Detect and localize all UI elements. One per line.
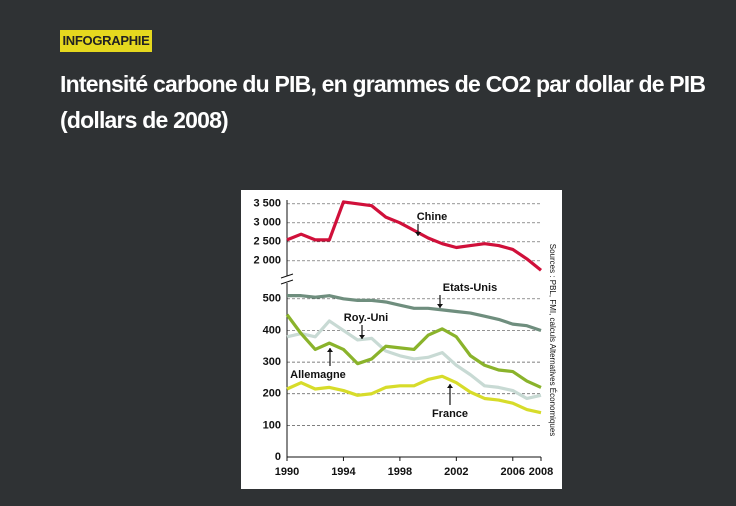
series-label: Roy.-Uni [344,312,388,324]
y2-tick-label: 2 500 [253,236,281,248]
x-tick-label: 1994 [331,466,356,478]
tag: INFOGRAPHIE [60,30,152,52]
series-line [287,294,542,332]
y2-tick-label: 2 000 [253,255,281,267]
x-tick-label: 2002 [444,466,468,478]
series-line [286,319,542,401]
chart-bg [241,190,562,489]
y-tick-label: 400 [263,324,281,336]
series-line [286,200,543,272]
x-tick-label: 1990 [275,466,299,478]
x-tick-label: 1998 [388,466,412,478]
series-label: Etats-Unis [443,282,497,294]
y-tick-label: 200 [263,388,281,400]
arrow-head [437,304,443,308]
x-tick-label: 2008 [529,466,553,478]
axis-break [280,273,294,285]
y-tick-label: 100 [263,419,281,431]
source: Sources : PBL, FMI, calculs Alternatives… [548,244,557,437]
series-label: Chine [417,211,448,223]
arrow-head [359,335,365,339]
chart: Sources : PBL, FMI, calculs Alternatives… [241,190,562,489]
y2-tick-label: 3 000 [253,217,281,229]
title: Intensité carbone du PIB, en grammes de … [60,71,706,133]
arrow-head [447,384,453,388]
x-tick-label: 2006 [501,466,525,478]
y-tick-label: 0 [275,451,281,463]
series-line [285,313,542,389]
y-tick-label: 300 [263,356,281,368]
arrow-head [327,348,333,352]
series-line [286,374,542,415]
y2-tick-label: 3 500 [253,198,281,210]
arrow-head [415,232,421,236]
y-tick-label: 500 [263,293,281,305]
series-label: France [432,408,468,420]
series-label: Allemagne [290,369,346,381]
